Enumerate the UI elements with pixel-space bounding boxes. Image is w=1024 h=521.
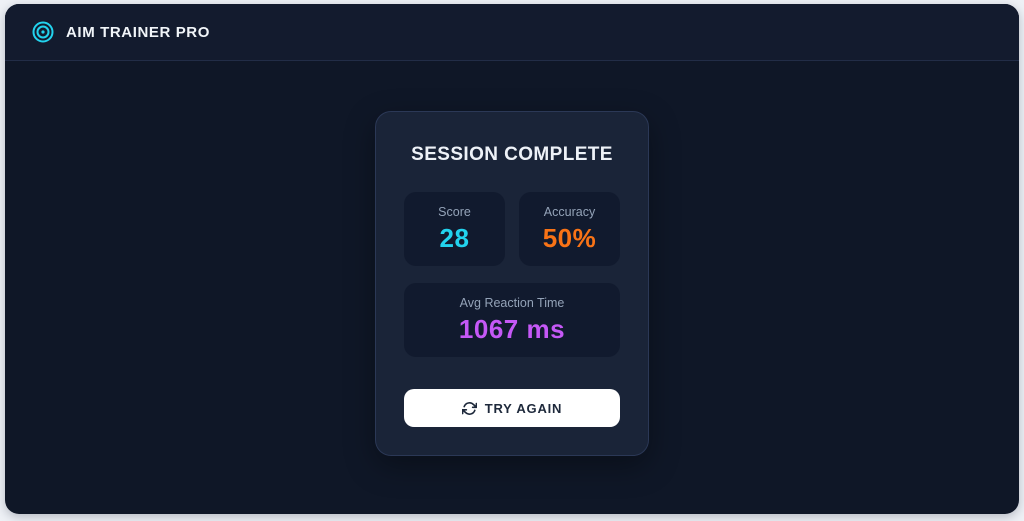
accuracy-stat-box: Accuracy 50% (519, 192, 620, 266)
bullseye-target-icon (31, 20, 55, 44)
card-title: SESSION COMPLETE (411, 144, 613, 165)
try-again-label: TRY AGAIN (484, 400, 563, 416)
app-title: AIM TRAINER PRO (66, 23, 210, 41)
app-window: AIM TRAINER PRO SESSION COMPLETE Score 2… (5, 4, 1019, 514)
score-value: 28 (439, 222, 470, 253)
reaction-time-stat-box: Avg Reaction Time 1067 ms (404, 283, 620, 357)
accuracy-value: 50% (542, 222, 597, 253)
reaction-time-label: Avg Reaction Time (459, 295, 565, 310)
app-header: AIM TRAINER PRO (5, 4, 1019, 61)
stat-grid: Score 28 Accuracy 50% (404, 192, 620, 266)
refresh-icon (461, 401, 477, 416)
accuracy-label: Accuracy (543, 204, 596, 219)
score-stat-box: Score 28 (404, 192, 505, 266)
reaction-time-value: 1067 ms (458, 313, 566, 344)
game-area: SESSION COMPLETE Score 28 Accuracy 50% A… (5, 61, 1019, 456)
score-label: Score (438, 204, 471, 219)
try-again-button[interactable]: TRY AGAIN (404, 389, 620, 427)
session-complete-card: SESSION COMPLETE Score 28 Accuracy 50% A… (375, 111, 649, 456)
